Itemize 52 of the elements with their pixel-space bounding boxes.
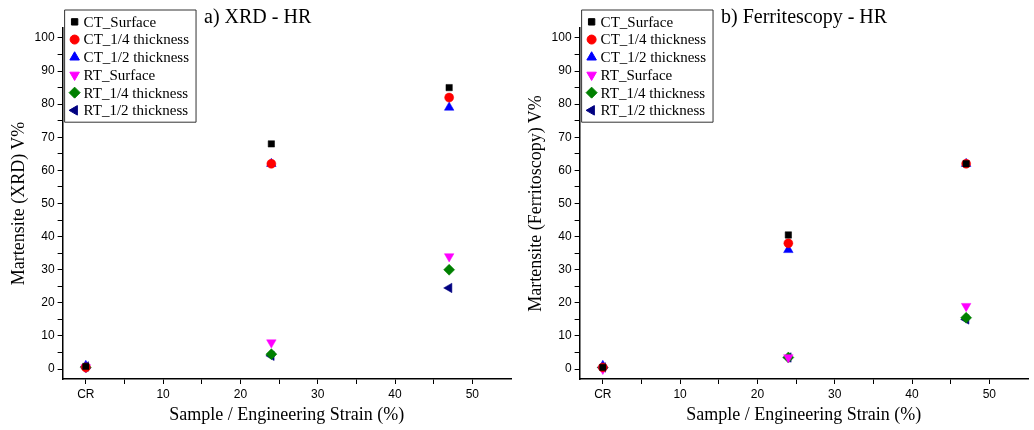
chart-title: b) Ferritescopy - HR [721,5,888,29]
legend-label: CT_Surface [600,13,674,30]
y-tick-label: 40 [41,228,55,243]
y-tick-label: 60 [41,162,55,177]
x-tick-label: 50 [982,386,997,401]
y-tick-label: 100 [34,30,55,45]
y-tick-label: 10 [558,328,572,343]
y-tick-label: 60 [558,162,572,177]
y-tick-label: 90 [558,63,572,78]
x-tick-label: 30 [828,386,842,401]
x-tick-label: CR [594,386,612,401]
y-tick-label: 90 [41,63,55,78]
legend-label: RT_Surface [83,66,156,83]
x-tick-label: 20 [750,386,765,401]
x-tick-label: 30 [311,386,325,401]
y-tick-label: 10 [41,328,55,343]
x-tick-label: 40 [388,386,403,401]
x-tick-label: 20 [233,386,248,401]
x-tick-label: 50 [465,386,480,401]
y-tick-label: 30 [558,262,572,277]
y-tick-label: 80 [41,96,55,111]
legend-label: CT_1/4 thickness [83,31,190,48]
legend-label: RT_1/2 thickness [600,102,706,119]
y-tick-label: 80 [558,96,572,111]
y-tick-label: 50 [41,195,55,210]
y-tick-label: 100 [551,30,572,45]
legend-label: RT_Surface [600,66,673,83]
x-axis-title: Sample / Engineering Strain (%) [169,403,405,425]
y-axis-title: Martensite (XRD) V% [7,121,29,286]
x-tick-label: 10 [673,386,688,401]
y-tick-label: 30 [41,262,55,277]
legend-label: CT_Surface [83,13,157,30]
x-axis-title: Sample / Engineering Strain (%) [686,403,922,425]
y-tick-label: 50 [558,195,572,210]
y-axis-title: Martensite (Ferritoscopy) V% [524,95,546,312]
legend-label: RT_1/2 thickness [83,102,189,119]
y-tick-label: 20 [558,295,572,310]
legend-label: CT_1/2 thickness [600,49,707,66]
x-tick-label: 40 [905,386,920,401]
x-tick-label: 10 [156,386,171,401]
y-tick-label: 70 [558,129,572,144]
y-tick-label: 40 [558,228,572,243]
y-tick-label: 70 [41,129,55,144]
y-tick-label: 0 [564,361,572,376]
x-tick-label: CR [77,386,95,401]
legend-label: RT_1/4 thickness [600,84,706,101]
y-tick-label: 0 [47,361,55,376]
y-tick-label: 20 [41,295,55,310]
legend-label: CT_1/4 thickness [600,31,707,48]
legend-label: CT_1/2 thickness [83,49,190,66]
legend-label: RT_1/4 thickness [83,84,189,101]
chart-title: a) XRD - HR [204,5,312,29]
